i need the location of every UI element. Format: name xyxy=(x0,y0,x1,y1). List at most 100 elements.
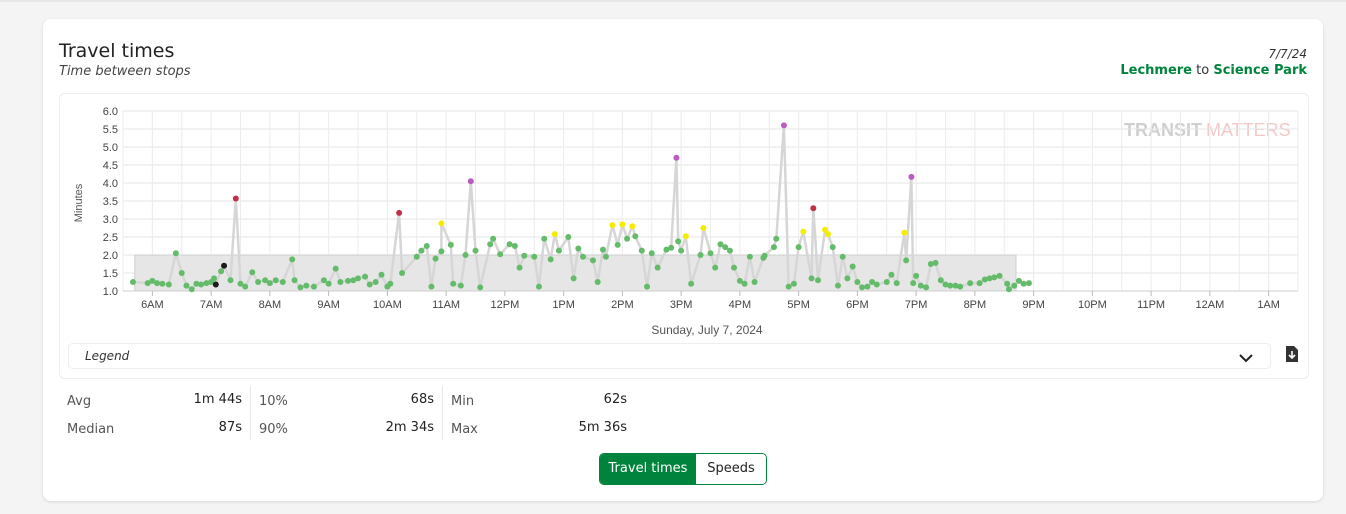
data-point[interactable] xyxy=(594,279,601,285)
data-point[interactable] xyxy=(619,221,626,228)
data-point[interactable] xyxy=(869,279,876,285)
data-point[interactable] xyxy=(487,241,494,248)
data-point[interactable] xyxy=(917,282,924,289)
data-point[interactable] xyxy=(521,252,528,259)
data-point[interactable] xyxy=(547,256,554,263)
data-point[interactable] xyxy=(790,280,797,287)
data-point[interactable] xyxy=(785,283,792,290)
legend-toggle[interactable]: Legend xyxy=(68,343,1271,369)
data-point[interactable] xyxy=(511,243,518,249)
data-point[interactable] xyxy=(624,235,631,242)
data-point[interactable] xyxy=(472,247,479,254)
data-point[interactable] xyxy=(854,279,861,285)
data-point[interactable] xyxy=(570,275,577,282)
data-point[interactable] xyxy=(614,241,621,248)
data-point[interactable] xyxy=(450,280,457,287)
data-point[interactable] xyxy=(952,282,959,289)
data-point[interactable] xyxy=(644,283,651,290)
data-point[interactable] xyxy=(883,279,890,285)
data-point[interactable] xyxy=(279,279,286,285)
data-point[interactable] xyxy=(913,272,920,279)
data-point[interactable] xyxy=(149,277,156,284)
data-point[interactable] xyxy=(262,277,269,284)
data-point[interactable] xyxy=(751,279,758,285)
data-point[interactable] xyxy=(237,280,244,287)
data-point[interactable] xyxy=(901,229,908,236)
data-point[interactable] xyxy=(1025,280,1032,287)
data-point[interactable] xyxy=(800,228,807,235)
speeds-button[interactable]: Speeds xyxy=(696,454,766,484)
travel-times-button[interactable]: Travel times xyxy=(600,454,696,484)
data-point[interactable] xyxy=(211,275,218,282)
data-point[interactable] xyxy=(129,279,136,285)
data-point[interactable] xyxy=(808,275,815,282)
data-point[interactable] xyxy=(1005,286,1012,293)
data-point[interactable] xyxy=(844,275,851,282)
data-point[interactable] xyxy=(438,248,445,255)
data-point[interactable] xyxy=(810,205,817,212)
data-point[interactable] xyxy=(937,277,944,284)
data-point[interactable] xyxy=(849,263,856,270)
data-point[interactable] xyxy=(183,282,190,289)
data-point[interactable] xyxy=(825,231,831,238)
data-point[interactable] xyxy=(673,154,680,161)
data-point[interactable] xyxy=(654,264,661,271)
data-point[interactable] xyxy=(497,251,504,258)
data-point[interactable] xyxy=(172,250,179,257)
data-point[interactable] xyxy=(303,282,310,289)
data-point[interactable] xyxy=(873,281,880,288)
data-point[interactable] xyxy=(297,284,304,291)
data-point[interactable] xyxy=(888,271,895,278)
data-point[interactable] xyxy=(770,244,777,251)
data-point[interactable] xyxy=(629,223,636,230)
data-point[interactable] xyxy=(447,241,454,248)
data-point[interactable] xyxy=(795,244,802,251)
data-point[interactable] xyxy=(362,273,369,280)
data-point[interactable] xyxy=(203,280,210,287)
data-point[interactable] xyxy=(822,226,829,233)
data-point[interactable] xyxy=(242,283,249,290)
data-point[interactable] xyxy=(467,178,474,185)
data-point[interactable] xyxy=(345,277,352,284)
data-point[interactable] xyxy=(193,280,200,287)
data-point[interactable] xyxy=(1004,280,1011,287)
data-point[interactable] xyxy=(717,241,724,248)
data-point[interactable] xyxy=(697,252,704,258)
data-point[interactable] xyxy=(957,283,964,290)
data-point[interactable] xyxy=(908,173,915,180)
data-point[interactable] xyxy=(154,280,161,287)
data-point[interactable] xyxy=(438,220,445,227)
data-point[interactable] xyxy=(165,281,172,288)
data-point[interactable] xyxy=(355,275,361,282)
data-point[interactable] xyxy=(255,279,262,285)
data-point[interactable] xyxy=(366,281,373,288)
data-point[interactable] xyxy=(761,252,768,259)
data-point[interactable] xyxy=(490,235,497,242)
data-point[interactable] xyxy=(457,282,464,289)
chevron-down-icon[interactable] xyxy=(1238,349,1254,368)
data-point[interactable] xyxy=(232,195,239,202)
data-point[interactable] xyxy=(555,247,562,254)
data-point[interactable] xyxy=(266,280,273,287)
data-point[interactable] xyxy=(859,284,866,291)
data-point[interactable] xyxy=(991,274,998,281)
data-point[interactable] xyxy=(712,264,719,271)
data-point[interactable] xyxy=(927,261,934,267)
data-point[interactable] xyxy=(981,276,988,283)
data-point[interactable] xyxy=(565,234,572,240)
data-point[interactable] xyxy=(387,280,394,287)
data-point[interactable] xyxy=(396,209,403,216)
data-point[interactable] xyxy=(428,283,435,290)
data-point[interactable] xyxy=(516,264,523,271)
data-point[interactable] xyxy=(372,279,379,285)
data-point[interactable] xyxy=(531,253,538,260)
data-point[interactable] xyxy=(632,233,639,240)
data-point[interactable] xyxy=(746,253,753,260)
data-point[interactable] xyxy=(249,269,256,276)
data-point[interactable] xyxy=(325,280,332,287)
data-point[interactable] xyxy=(320,277,327,284)
data-point[interactable] xyxy=(707,250,714,257)
data-point[interactable] xyxy=(272,277,279,284)
data-point[interactable] xyxy=(829,244,836,251)
data-point[interactable] xyxy=(942,281,949,288)
